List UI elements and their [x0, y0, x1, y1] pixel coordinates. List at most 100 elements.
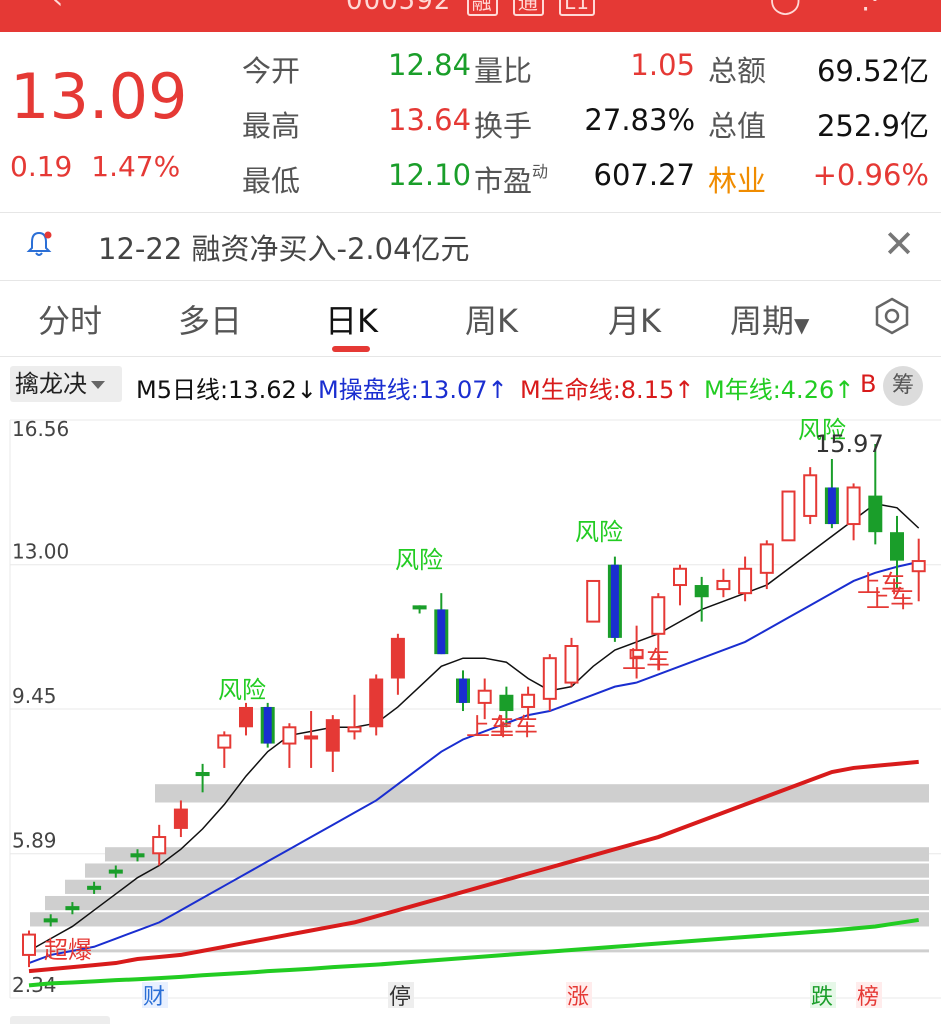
candle — [607, 556, 622, 642]
candle-body — [651, 596, 666, 635]
quote-label: 最低 — [242, 164, 301, 198]
candle — [651, 593, 666, 671]
indicator-selector[interactable]: 擒龙决 — [10, 366, 122, 402]
candle — [412, 605, 427, 614]
tab-intraday[interactable]: 分时 — [38, 302, 103, 340]
back-icon[interactable]: ‹ — [52, 0, 63, 15]
candle-body — [347, 726, 362, 733]
tab-period-label: 周期 — [730, 302, 795, 340]
candle — [868, 443, 883, 545]
quote-label: 今开 — [242, 54, 301, 88]
quote-value: 69.52亿 — [816, 54, 929, 88]
candle — [673, 564, 687, 606]
y-tick-label: 5.89 — [12, 829, 57, 853]
event-marker: 榜 — [857, 985, 879, 1010]
quote-label: 换手 — [474, 109, 533, 143]
quote-label: 总额 — [708, 54, 767, 88]
candle — [65, 902, 80, 915]
sub-indicator-selector[interactable] — [10, 1016, 110, 1024]
change-amount: 0.19 — [10, 150, 73, 183]
board-signal-label: 上车 — [866, 585, 914, 613]
board-signal-label: 上车 — [622, 646, 670, 674]
candle-body — [152, 836, 167, 855]
kline-chart[interactable]: 16.5613.009.455.892.34风险风险风险风险15.97上车上车上… — [0, 410, 941, 1014]
price-change: 0.19 1.47% — [10, 150, 190, 183]
quote-value: 1.05 — [630, 48, 695, 82]
chip-band — [155, 784, 929, 803]
high-price-label: 15.97 — [815, 430, 884, 458]
quote-value: 607.27 — [593, 158, 695, 192]
candle — [694, 576, 709, 622]
candle-body — [738, 567, 753, 595]
candle — [217, 731, 232, 768]
candle — [824, 459, 839, 529]
share-icon[interactable]: ⋰ — [861, 0, 889, 15]
tab-multiday[interactable]: 多日 — [178, 302, 243, 340]
candle-body — [542, 657, 557, 700]
candle-body — [673, 567, 687, 587]
candle-body — [304, 735, 319, 740]
ma5-readout: M5日线:13.62↓ — [136, 376, 317, 404]
candle-body — [412, 605, 427, 610]
event-marker-bg — [566, 982, 592, 1008]
quote-value: 12.10 — [388, 158, 472, 192]
candle — [239, 702, 253, 736]
board-signal-label: 上车 — [857, 570, 905, 598]
event-marker-bg — [856, 982, 882, 1008]
caret-down-icon — [91, 381, 105, 389]
tab-weekly-k[interactable]: 周K — [465, 302, 518, 340]
divider — [0, 212, 941, 213]
candle-body-signal — [827, 487, 836, 525]
settings-icon[interactable] — [872, 296, 912, 336]
close-icon[interactable]: ✕ — [883, 222, 915, 266]
candle-body — [390, 637, 405, 679]
period-tabs: 分时 多日 日K 周K 月K 周期▼ — [0, 290, 941, 354]
candle-body-signal — [437, 609, 446, 655]
tab-period[interactable]: 周期▼ — [730, 296, 809, 342]
candle-body — [564, 644, 579, 684]
candle — [325, 715, 340, 773]
search-icon[interactable]: ◯ — [770, 0, 801, 15]
candle-body — [890, 532, 904, 561]
candle-body — [22, 933, 36, 956]
divider — [0, 280, 941, 281]
quote-label: 最高 — [242, 109, 301, 143]
event-marker: 财 — [143, 985, 165, 1010]
tab-monthly-k[interactable]: 月K — [608, 302, 661, 340]
candle — [173, 800, 188, 838]
candle — [282, 723, 297, 768]
explode-signal-label: 超爆 — [44, 936, 92, 964]
sector-link[interactable]: 林业 — [708, 164, 767, 198]
quote-value: 12.84 — [388, 48, 472, 82]
candle — [542, 654, 557, 712]
candle — [152, 824, 167, 866]
candle — [347, 694, 362, 740]
quote-value: 252.9亿 — [816, 109, 929, 143]
candle-body — [173, 808, 188, 829]
candle-body — [499, 694, 514, 712]
quote-label: 量比 — [474, 54, 533, 88]
candle — [911, 538, 926, 602]
candle-body — [521, 693, 536, 708]
candle — [195, 763, 210, 793]
candle-body — [846, 486, 861, 526]
board-signal-label: 上车 — [490, 713, 538, 741]
candle — [803, 467, 818, 525]
chip-band — [45, 895, 929, 911]
dropdown-icon: ▼ — [794, 313, 810, 337]
pe-label: 市盈 — [474, 164, 533, 198]
tab-daily-k[interactable]: 日K — [325, 302, 378, 340]
y-tick-label: 13.00 — [12, 540, 69, 564]
chip-distribution-button[interactable]: 筹 — [883, 366, 923, 406]
candle-body — [716, 579, 731, 591]
candle-body — [217, 734, 232, 749]
candle-body — [803, 474, 818, 517]
candle — [108, 865, 123, 878]
candle-body — [911, 560, 926, 573]
notice-bar[interactable]: 12-22 融资净买入-2.04亿元 ✕ — [0, 214, 941, 278]
stock-header: 000592 融 通 L1 — [0, 0, 941, 16]
ma-op-readout: M操盘线:13.07↑ — [318, 376, 508, 404]
candle — [716, 568, 731, 598]
candle — [759, 540, 774, 590]
risk-signal-label: 风险 — [218, 676, 266, 704]
